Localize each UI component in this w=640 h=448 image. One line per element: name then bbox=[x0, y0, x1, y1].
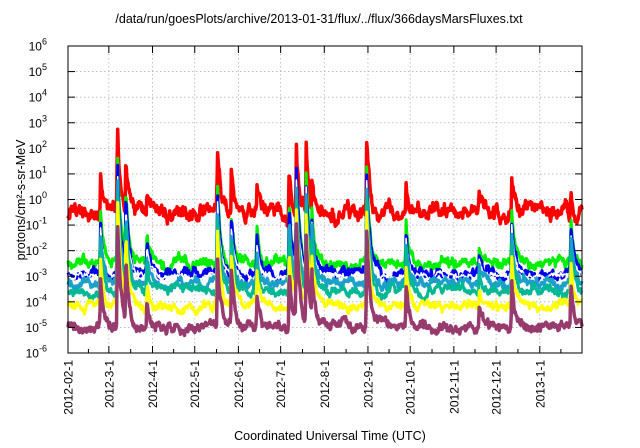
x-tick-label: 2012-10-1 bbox=[404, 360, 418, 415]
y-tick-label: 10-4 bbox=[26, 292, 47, 309]
x-tick-label: 2012-12-1 bbox=[490, 360, 504, 415]
series-line-7 bbox=[66, 200, 584, 317]
y-tick-label: 102 bbox=[29, 139, 47, 156]
series-line-6 bbox=[67, 193, 584, 303]
x-tick-label: 2012-4-1 bbox=[146, 360, 160, 408]
x-tick-label: 2012-9-1 bbox=[361, 360, 375, 408]
series-line-8 bbox=[66, 222, 584, 338]
y-axis-label: protons/cm²-s-sr-MeV bbox=[14, 139, 28, 261]
y-tick-label: 106 bbox=[29, 37, 47, 54]
chart-title: /data/run/goesPlots/archive/2013-01-31/f… bbox=[115, 12, 523, 26]
series-line-5 bbox=[66, 179, 584, 293]
x-tick-label: 2012-3-1 bbox=[102, 360, 116, 408]
x-tick-label: 2013-1-1 bbox=[533, 360, 547, 408]
y-tick-label: 10-5 bbox=[26, 318, 47, 335]
x-tick-label: 2012-6-1 bbox=[232, 360, 246, 408]
y-tick-label: 10-2 bbox=[26, 241, 47, 258]
x-tick-label: 2012-02-1 bbox=[62, 360, 76, 415]
y-tick-label: 103 bbox=[29, 113, 47, 130]
plot-frame bbox=[67, 45, 583, 354]
axes: 10-6 10-5 10-4 10-3 10-2 10-1 100 101 102 103 104 1… bbox=[26, 37, 583, 415]
series-line-2 bbox=[66, 156, 584, 278]
y-tick-label: 101 bbox=[29, 164, 47, 181]
x-tick-label: 2012-11-1 bbox=[447, 360, 461, 414]
y-tick-label: 105 bbox=[29, 62, 47, 79]
y-tick-label: 104 bbox=[29, 88, 47, 105]
series-line-3 bbox=[66, 163, 583, 285]
y-tick-label: 10-3 bbox=[26, 267, 47, 284]
x-tick-label: 2012-7-1 bbox=[274, 360, 288, 408]
series-line-1 bbox=[66, 127, 584, 228]
x-tick-label: 2012-5-1 bbox=[188, 360, 202, 408]
x-tick-label: 2012-8-1 bbox=[318, 360, 332, 408]
y-tick-label: 100 bbox=[29, 190, 47, 207]
y-tick-label: 10-1 bbox=[26, 216, 47, 233]
series-line-4 bbox=[67, 176, 583, 284]
x-axis-label: Coordinated Universal Time (UTC) bbox=[234, 429, 426, 443]
series-layer bbox=[66, 127, 584, 338]
y-tick-label: 10-6 bbox=[26, 344, 47, 361]
